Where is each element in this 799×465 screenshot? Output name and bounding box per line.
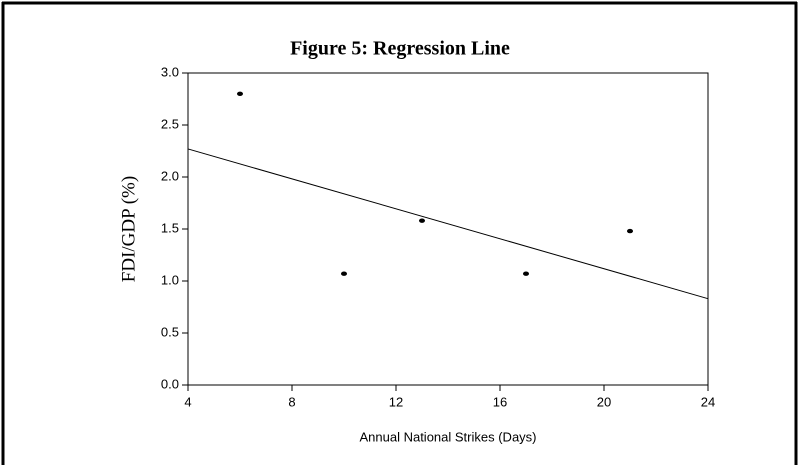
- point: [627, 228, 633, 234]
- x-tick-label: 12: [389, 394, 403, 409]
- y-axis-label: FDI/GDP (%): [118, 176, 139, 282]
- y-tick-label: 2.5: [161, 116, 179, 131]
- point: [523, 271, 529, 276]
- regression-line: [187, 148, 709, 300]
- y-tick-label: 3.0: [161, 64, 179, 79]
- y-tick-label: 0.0: [161, 376, 179, 391]
- x-tick-label: 4: [184, 394, 191, 409]
- chart-title: Figure 5: Regression Line: [290, 38, 510, 60]
- y-tick-label: 2.0: [161, 168, 179, 183]
- y-tick-label: 1.5: [161, 220, 179, 235]
- x-axis-label: Annual National Strikes (Days): [359, 429, 536, 444]
- point: [237, 91, 243, 97]
- x-tick-label: 20: [597, 394, 611, 409]
- x-tick-label: 16: [493, 394, 507, 409]
- x-tick-label: 24: [701, 394, 715, 409]
- point: [341, 271, 347, 276]
- y-tick-label: 1.0: [161, 272, 179, 287]
- point: [419, 218, 425, 223]
- y-tick-label: 0.5: [161, 324, 179, 339]
- x-tick-label: 8: [288, 394, 295, 409]
